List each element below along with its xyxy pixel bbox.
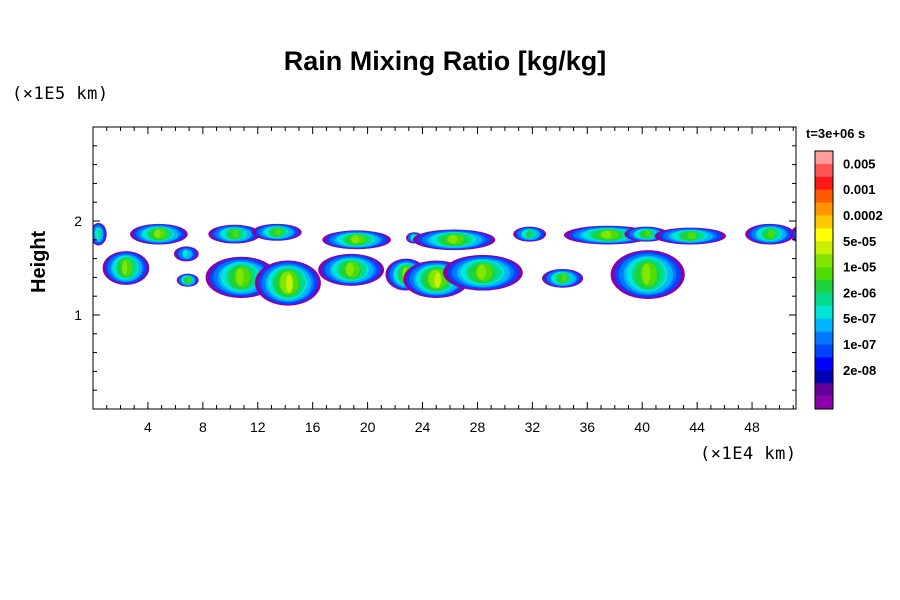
- colorbar-swatch: [815, 189, 833, 203]
- contour-level: [687, 231, 697, 240]
- rain-cell: [93, 222, 107, 246]
- colorbar-swatch: [815, 357, 833, 371]
- contour-level: [154, 229, 161, 238]
- colorbar-swatch: [815, 176, 833, 190]
- chart-title: Rain Mixing Ratio [kg/kg]: [283, 46, 607, 76]
- contour-level: [561, 273, 567, 282]
- contour-level: [232, 229, 239, 238]
- colorbar-label: 1e-05: [843, 260, 876, 275]
- contour-level: [346, 262, 354, 277]
- rain-cell: [208, 224, 261, 244]
- rain-cell: [252, 223, 302, 241]
- colorbar-label: 2e-06: [843, 285, 876, 300]
- x-tick-label: 36: [580, 419, 596, 435]
- x-tick-label: 28: [470, 419, 486, 435]
- contour-level: [98, 228, 102, 239]
- rain-cell: [102, 251, 150, 285]
- colorbar-swatch: [815, 254, 833, 268]
- contour-level: [798, 227, 817, 242]
- rain-cell: [790, 226, 817, 242]
- colorbar-label: 5e-05: [843, 234, 876, 249]
- contour-level: [525, 231, 531, 239]
- x-tick-label: 4: [144, 419, 152, 435]
- contour-level: [448, 234, 458, 244]
- contour-level: [286, 274, 293, 294]
- colorbar-swatch: [815, 383, 833, 397]
- y-axis-unit-label: (×1E5 km): [12, 84, 109, 104]
- colorbar-swatch: [815, 305, 833, 319]
- colorbar-swatch: [815, 267, 833, 281]
- rain-field-layer: [93, 222, 817, 306]
- colorbar-swatch: [815, 228, 833, 242]
- colorbar-swatch: [815, 163, 833, 178]
- rain-cell: [412, 229, 496, 251]
- contour-level: [799, 227, 813, 240]
- rain-cell: [654, 227, 726, 245]
- time-label: t=3e+06 s: [806, 126, 866, 141]
- x-axis-unit-label: (×1E4 km): [700, 444, 797, 464]
- contour-level: [793, 228, 796, 240]
- colorbar-label: 5e-07: [843, 311, 876, 326]
- colorbar-label: 1e-07: [843, 337, 876, 352]
- contour-level: [644, 230, 651, 237]
- colorbar-swatch: [815, 292, 833, 307]
- colorbar-swatch: [815, 202, 833, 216]
- contour-level: [434, 272, 441, 288]
- x-tick-label: 16: [305, 419, 321, 435]
- colorbar-label: 0.0002: [843, 208, 883, 223]
- rain-cell: [563, 225, 652, 245]
- contour-level: [235, 268, 244, 286]
- contour-level: [275, 228, 282, 236]
- contour-level: [477, 264, 487, 280]
- y-tick-label: 2: [74, 213, 82, 229]
- colorbar-swatch: [815, 241, 833, 255]
- x-tick-label: 24: [415, 419, 431, 435]
- colorbar-label: 2e-08: [843, 363, 876, 378]
- rain-cell: [130, 223, 188, 245]
- rain-cell: [255, 260, 321, 306]
- rain-cell: [205, 256, 277, 299]
- colorbar-swatch: [815, 318, 833, 332]
- contour-level: [122, 260, 128, 275]
- rain-cell: [541, 268, 584, 288]
- colorbar-swatch: [815, 344, 833, 358]
- rain-cell: [174, 246, 199, 262]
- contour-level: [803, 228, 812, 239]
- contour-level: [182, 249, 188, 258]
- y-tick-label: 1: [74, 307, 82, 323]
- contour-level: [187, 276, 191, 283]
- x-tick-label: 48: [744, 419, 760, 435]
- colorbar-swatch: [815, 215, 833, 229]
- colorbar-swatch: [815, 151, 833, 165]
- x-tick-label: 32: [525, 419, 541, 435]
- colorbar-swatch: [815, 331, 833, 345]
- rain-cell: [513, 226, 547, 242]
- rain-cell: [745, 223, 795, 245]
- x-tick-label: 8: [199, 419, 207, 435]
- contour-level: [351, 235, 360, 244]
- rain-cell: [322, 230, 391, 250]
- colorbar-swatch: [815, 396, 833, 410]
- contour-level: [601, 230, 612, 239]
- rain-cell: [176, 273, 199, 287]
- colorbar: 0.005 0.001 0.0002 5e-05 1e-05 2e-06 5e-07 1e-0…: [814, 150, 883, 410]
- colorbar-swatch: [815, 280, 833, 294]
- colorbar-label: 0.001: [843, 182, 876, 197]
- x-tick-label: 20: [360, 419, 376, 435]
- rain-cell: [318, 253, 385, 286]
- contour-level: [642, 263, 651, 285]
- rain-cell: [443, 254, 523, 291]
- rain-cell: [610, 250, 685, 300]
- colorbar-label: 0.005: [843, 156, 876, 171]
- colorbar-swatch: [815, 370, 833, 384]
- contour-level: [768, 229, 775, 239]
- x-tick-label: 40: [634, 419, 650, 435]
- x-tick-label: 44: [689, 419, 705, 435]
- x-tick-label: 12: [250, 419, 266, 435]
- colorbar-frame: [814, 150, 834, 410]
- contour-level: [803, 230, 808, 239]
- plot-frame: [92, 126, 797, 410]
